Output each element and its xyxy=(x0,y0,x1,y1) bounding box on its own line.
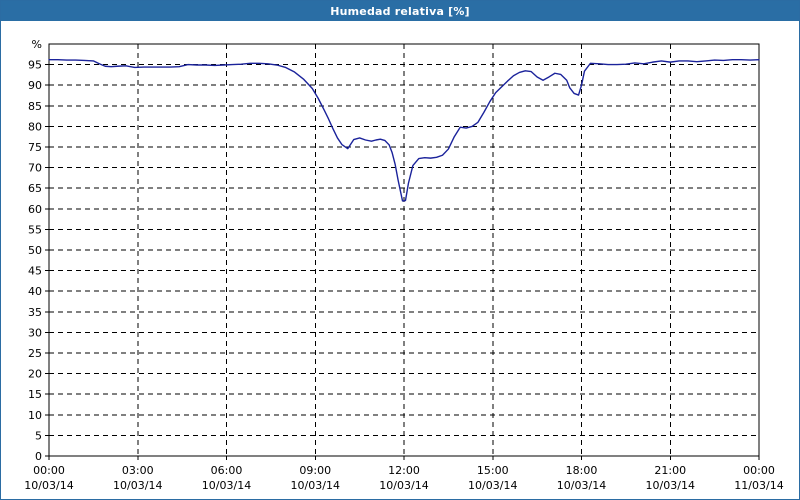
x-tick-date-label: 10/03/14 xyxy=(646,479,695,492)
x-tick-date-label: 10/03/14 xyxy=(202,479,251,492)
y-tick-label: 50 xyxy=(28,244,42,257)
x-tick-time-label: 09:00 xyxy=(299,464,331,477)
y-tick-label: 90 xyxy=(28,79,42,92)
x-tick-date-label: 10/03/14 xyxy=(24,479,73,492)
data-series-humedad-relativa xyxy=(48,58,760,202)
x-tick-time-label: 00:00 xyxy=(743,464,775,477)
y-tick-label: 80 xyxy=(28,120,42,133)
y-tick-label: 15 xyxy=(28,388,42,401)
x-tick-date-label: 10/03/14 xyxy=(379,479,428,492)
y-tick-label: 65 xyxy=(28,182,42,195)
page-title: Humedad relativa [%] xyxy=(330,4,470,18)
x-axis: 00:00 10/03/14 03:00 10/03/14 06:00 10/03/14 0… xyxy=(24,456,784,492)
y-tick-label: 30 xyxy=(28,326,42,339)
y-tick-label: 85 xyxy=(28,100,42,113)
x-tick-time-label: 12:00 xyxy=(388,464,420,477)
x-tick-time-label: 18:00 xyxy=(566,464,598,477)
chart-area: 0 5 10 15 20 25 30 35 40 45 50 55 60 65 70 75 80 85 90 95 0… xyxy=(2,22,798,499)
x-tick-time-label: 00:00 xyxy=(33,464,65,477)
y-tick-label: 95 xyxy=(28,59,42,72)
humidity-line-chart: 0 5 10 15 20 25 30 35 40 45 50 55 60 65 70 75 80 85 90 95 0… xyxy=(24,38,784,492)
x-tick-time-label: 03:00 xyxy=(122,464,154,477)
y-tick-label: 40 xyxy=(28,285,42,298)
x-tick-time-label: 21:00 xyxy=(654,464,686,477)
window-title-bar: Humedad relativa [%] xyxy=(1,1,799,21)
y-tick-label: 45 xyxy=(28,265,42,278)
y-tick-label: 70 xyxy=(28,162,42,175)
x-tick-time-label: 15:00 xyxy=(477,464,509,477)
series-line xyxy=(48,58,760,202)
x-tick-date-label: 10/03/14 xyxy=(468,479,517,492)
y-tick-label: 0 xyxy=(35,450,42,463)
grid-lines xyxy=(49,44,759,456)
y-tick-label: 25 xyxy=(28,347,42,360)
y-tick-label: 55 xyxy=(28,223,42,236)
x-tick-date-label: 10/03/14 xyxy=(291,479,340,492)
y-tick-label: 75 xyxy=(28,141,42,154)
x-tick-time-label: 06:00 xyxy=(211,464,243,477)
x-tick-date-label: 10/03/14 xyxy=(557,479,606,492)
y-tick-label: 20 xyxy=(28,368,42,381)
y-tick-label: 5 xyxy=(35,429,42,442)
y-axis: 0 5 10 15 20 25 30 35 40 45 50 55 60 65 70 75 80 85 90 95 xyxy=(28,59,49,463)
y-tick-label: 10 xyxy=(28,409,42,422)
y-axis-unit-label: % xyxy=(32,38,42,51)
x-tick-date-label: 10/03/14 xyxy=(113,479,162,492)
x-tick-date-label: 11/03/14 xyxy=(734,479,783,492)
y-tick-label: 35 xyxy=(28,306,42,319)
y-tick-label: 60 xyxy=(28,203,42,216)
